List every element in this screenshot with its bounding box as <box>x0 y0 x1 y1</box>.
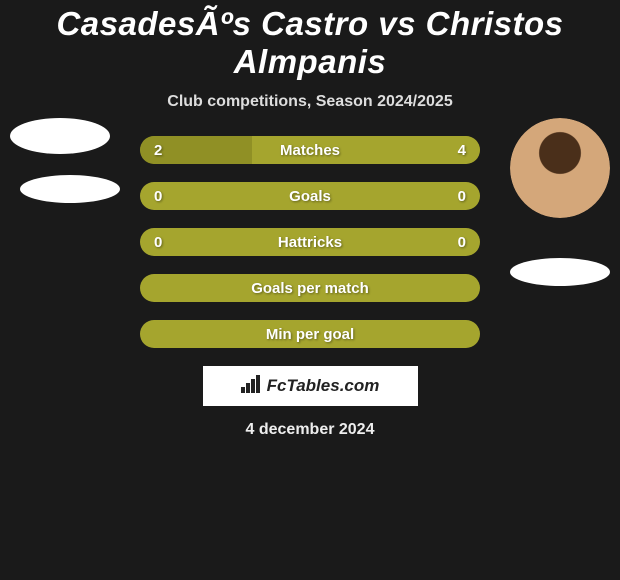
bar-chart-icon <box>241 375 263 398</box>
stat-value-right: 0 <box>458 234 466 251</box>
stats-area: 2 Matches 4 0 Goals 0 0 Hattricks 0 Goal… <box>140 136 480 348</box>
player-avatar-left <box>10 118 110 218</box>
stat-label: Hattricks <box>140 234 480 251</box>
page-title: CasadesÃºs Castro vs Christos Almpanis <box>0 5 620 81</box>
avatar-photo <box>510 118 610 218</box>
face-icon <box>510 118 610 218</box>
stat-value-right: 0 <box>458 188 466 205</box>
date-line: 4 december 2024 <box>0 421 620 439</box>
placeholder-oval-right <box>510 258 610 286</box>
stat-bar-goals: 0 Goals 0 <box>140 182 480 210</box>
stat-label: Matches <box>140 142 480 159</box>
avatar-placeholder-icon <box>10 118 110 154</box>
watermark[interactable]: FcTables.com <box>203 366 418 406</box>
stat-label: Goals per match <box>140 280 480 297</box>
placeholder-oval-left <box>20 175 120 203</box>
stat-label: Goals <box>140 188 480 205</box>
subtitle: Club competitions, Season 2024/2025 <box>0 93 620 111</box>
stat-bar-min-per-goal: Min per goal <box>140 320 480 348</box>
watermark-text: FcTables.com <box>267 376 380 396</box>
player-avatar-right <box>510 118 610 218</box>
stat-bar-hattricks: 0 Hattricks 0 <box>140 228 480 256</box>
stat-bar-matches: 2 Matches 4 <box>140 136 480 164</box>
stat-label: Min per goal <box>140 326 480 343</box>
comparison-card: CasadesÃºs Castro vs Christos Almpanis C… <box>0 0 620 444</box>
stat-value-right: 4 <box>458 142 466 159</box>
stat-bar-goals-per-match: Goals per match <box>140 274 480 302</box>
